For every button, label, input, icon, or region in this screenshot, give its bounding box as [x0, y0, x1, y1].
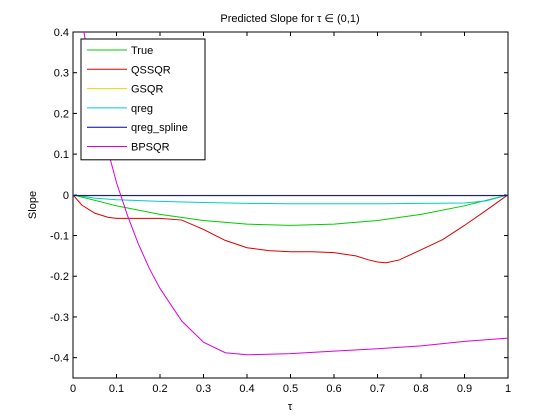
legend-label-qreg: qreg: [131, 103, 153, 115]
y-tick-label: 0.4: [54, 27, 69, 39]
y-tick-label: 0.1: [54, 149, 69, 161]
chart-title: Predicted Slope for τ ∈ (0,1): [220, 13, 359, 25]
y-tick-label: -0.2: [50, 271, 69, 283]
y-tick-label: -0.4: [50, 353, 69, 365]
series-line-bpsqr: [83, 32, 508, 356]
legend-label-bpsqr: BPSQR: [131, 142, 170, 154]
legend-label-gsqr: GSQR: [131, 84, 163, 96]
y-tick-label: 0.2: [54, 108, 69, 120]
y-axis-label: Slope: [27, 191, 39, 219]
series-line-qssqr: [73, 194, 508, 264]
y-tick-label: 0: [63, 190, 69, 202]
x-tick-label: 0.8: [413, 383, 428, 395]
x-axis-label: τ: [288, 401, 293, 413]
legend-box: [80, 38, 206, 161]
series-lines: [73, 32, 508, 356]
series-line-true: [73, 194, 508, 226]
legend-label-qssqr: QSSQR: [131, 64, 171, 76]
legend: True QSSQR GSQR qreg qreg_spline BPSQR: [80, 38, 206, 161]
legend-label-qreg-spline: qreg_spline: [131, 122, 188, 134]
y-tick-label: 0.3: [54, 68, 69, 80]
legend-label-true: True: [131, 45, 153, 57]
x-tick-label: 1: [505, 383, 511, 395]
series-line-qreg: [73, 194, 508, 205]
x-tick-label: 0.7: [370, 383, 385, 395]
y-tick-label: -0.1: [50, 231, 69, 243]
x-tick-label: 0.6: [326, 383, 341, 395]
x-tick-label: 0.1: [109, 383, 124, 395]
x-tick-label: 0.9: [457, 383, 472, 395]
x-tick-label: 0.3: [196, 383, 211, 395]
x-tick-label: 0: [70, 383, 76, 395]
x-tick-label: 0.4: [239, 383, 254, 395]
x-tick-label: 0.2: [152, 383, 167, 395]
y-tick-label: -0.3: [50, 312, 69, 324]
x-tick-label: 0.5: [283, 383, 298, 395]
